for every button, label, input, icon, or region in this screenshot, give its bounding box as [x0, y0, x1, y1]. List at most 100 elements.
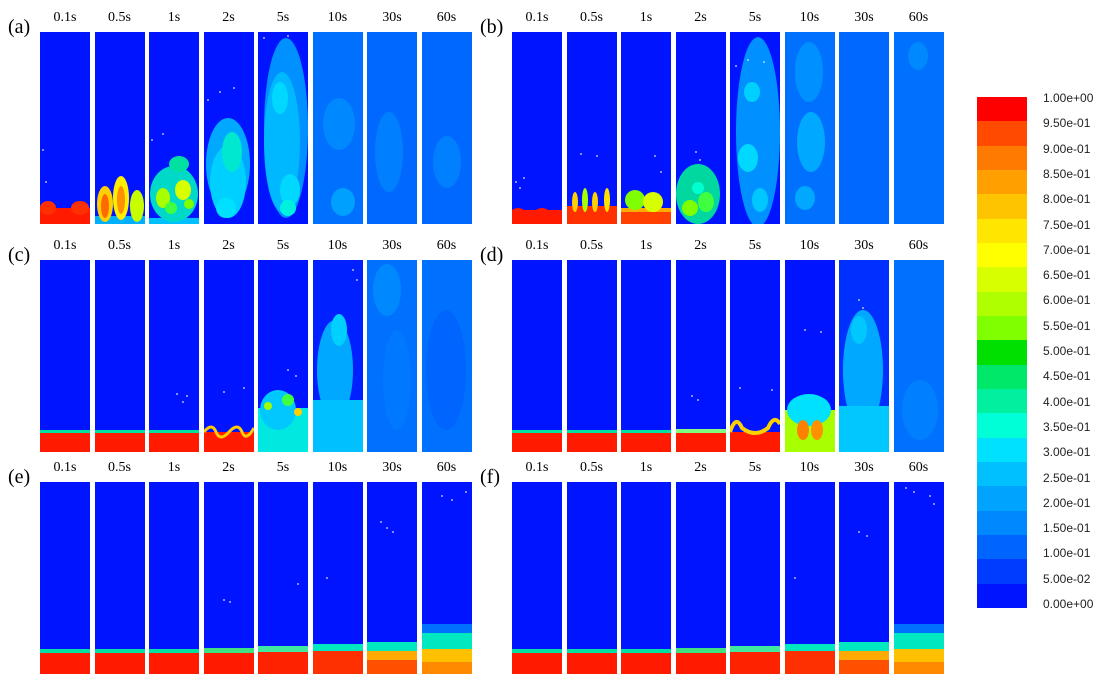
contour-frame [203, 482, 254, 674]
colorbar-label: 1.00e+00 [1043, 91, 1094, 105]
contour-frame [675, 482, 726, 674]
colorbar-label: 6.50e-01 [1043, 268, 1091, 283]
colorbar-label: 0.00e+00 [1043, 597, 1094, 611]
colorbar-segment [977, 170, 1027, 195]
colorbar-segment [977, 291, 1027, 317]
contour-frame [258, 260, 308, 452]
time-label: 10s [327, 238, 348, 253]
time-label: 1s [167, 460, 181, 475]
time-label: 60s [436, 238, 457, 253]
colorbar-segment [977, 364, 1027, 390]
contour-frame [675, 32, 726, 224]
time-label: 30s [382, 460, 402, 475]
contour-frame [258, 32, 308, 224]
time-label: 30s [382, 238, 402, 253]
time-label: 10s [799, 460, 820, 475]
contour-frame [893, 32, 944, 224]
contour-frame [512, 32, 562, 224]
time-label: 60s [436, 10, 457, 25]
time-label: 60s [908, 238, 929, 253]
contour-frame [149, 260, 199, 452]
time-label: 0.1s [525, 460, 549, 475]
time-label: 2s [222, 10, 235, 25]
colorbar-label: 6.00e-01 [1043, 293, 1091, 308]
contour-frame [730, 32, 780, 224]
time-label: 5s [748, 10, 762, 25]
colorbar-label: 5.00e-02 [1043, 571, 1091, 586]
time-label: 10s [799, 10, 820, 25]
colorbar-segment [977, 194, 1027, 220]
contour-frame [566, 260, 617, 452]
panel-label: (a) [8, 16, 31, 38]
contour-frame [621, 260, 671, 452]
time-label: 0.5s [580, 10, 603, 25]
time-label: 1s [639, 10, 653, 25]
contour-frame [367, 32, 417, 224]
time-label: 2s [222, 460, 235, 475]
contour-frame [893, 482, 944, 674]
contour-frame [675, 260, 726, 452]
contour-frame [839, 32, 889, 224]
time-label: 30s [854, 10, 874, 25]
colorbar-segment [977, 486, 1027, 512]
colorbar-segment [977, 535, 1027, 560]
time-label: 2s [694, 460, 707, 475]
time-label: 1s [639, 238, 653, 253]
contour-frame [512, 482, 562, 674]
panel-label: (e) [8, 466, 31, 488]
time-label: 0.5s [580, 460, 603, 475]
contour-frame [312, 482, 363, 674]
colorbar-label: 7.00e-01 [1043, 242, 1091, 257]
contour-frame [312, 260, 363, 452]
colorbar-segment [977, 437, 1027, 463]
contour-frame [566, 482, 617, 674]
colorbar-label: 3.00e-01 [1043, 445, 1091, 460]
time-label: 5s [276, 238, 290, 253]
colorbar-segment [977, 243, 1027, 268]
colorbar-label: 8.50e-01 [1043, 166, 1091, 181]
time-label: 60s [436, 460, 457, 475]
contour-frame [730, 482, 780, 674]
time-label: 1s [167, 10, 181, 25]
colorbar-segment [977, 389, 1027, 414]
contour-frame [730, 260, 780, 452]
contour-frame [784, 260, 835, 452]
time-label: 30s [854, 460, 874, 475]
colorbar-label: 5.50e-01 [1043, 318, 1091, 333]
time-label: 5s [748, 460, 762, 475]
time-label: 60s [908, 460, 929, 475]
time-label: 5s [748, 238, 762, 253]
time-label: 0.5s [108, 238, 131, 253]
contour-frame [94, 260, 145, 452]
colorbar-segment [977, 145, 1027, 171]
contour-frame [421, 260, 472, 452]
contour-frame [421, 482, 472, 674]
colorbar-segment [977, 316, 1027, 341]
time-label: 2s [694, 10, 707, 25]
time-label: 10s [799, 238, 820, 253]
time-label: 30s [854, 238, 874, 253]
contour-frame [149, 32, 199, 224]
time-label: 0.1s [53, 238, 77, 253]
time-label: 0.1s [525, 10, 549, 25]
time-label: 1s [639, 460, 653, 475]
colorbar-segment [977, 583, 1027, 609]
colorbar-label: 9.50e-01 [1043, 116, 1091, 131]
colorbar-segment [977, 510, 1027, 536]
colorbar-segment [977, 462, 1027, 487]
contour-frame [784, 32, 835, 224]
time-label: 2s [222, 238, 235, 253]
colorbar-label: 1.00e-01 [1043, 546, 1091, 561]
contour-frame [258, 482, 308, 674]
contour-frame [94, 32, 145, 224]
time-label: 60s [908, 10, 929, 25]
colorbar-label: 4.00e-01 [1043, 394, 1091, 409]
panel-label: (f) [480, 466, 500, 488]
colorbar-segment [977, 340, 1027, 366]
panel-label: (c) [8, 244, 31, 266]
contour-frame [839, 482, 889, 674]
contour-frame [312, 32, 363, 224]
contour-frame [40, 32, 90, 224]
contour-frame [203, 32, 254, 224]
